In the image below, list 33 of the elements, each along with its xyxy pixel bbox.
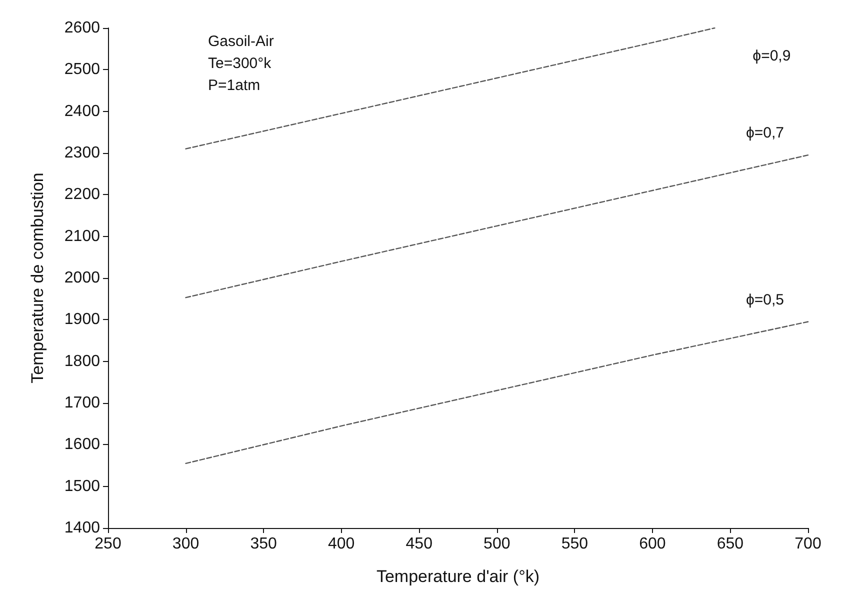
y-tick-label: 2600: [64, 20, 100, 36]
x-tick-label: 350: [250, 536, 277, 552]
y-tick-label: 1400: [64, 520, 100, 536]
text: ϕ=0,9: [752, 48, 791, 64]
y-tick-label: 2400: [64, 102, 100, 120]
x-tick-label: 400: [328, 536, 355, 552]
y-tick-label: 1800: [64, 352, 100, 370]
x-tick-label: 550: [561, 536, 588, 552]
y-tick-label: 1600: [64, 436, 100, 454]
x-tick-label: 500: [484, 536, 510, 552]
x-tick-label: 250: [94, 536, 122, 552]
x-tick-label: 600: [639, 536, 666, 552]
y-tick-label: 2100: [64, 228, 100, 245]
y-tick-label: 2300: [64, 144, 100, 162]
series-label: ϕ=0,7: [746, 124, 784, 142]
annotation: Te=300°k: [208, 55, 272, 72]
line-series: [185, 27, 716, 150]
x-tick-label: 450: [406, 536, 433, 552]
x-axis-title: Temperature d'air (°k): [376, 567, 540, 586]
y-tick-label: 1700: [64, 394, 100, 412]
y-tick-label: 2200: [64, 186, 100, 204]
x-tick-label: 650: [716, 536, 744, 552]
x-tick-label: 300: [172, 536, 200, 552]
annotation: Gasoil-Air: [208, 33, 274, 50]
line-series: [185, 321, 809, 464]
y-tick-label: 1500: [64, 478, 100, 495]
y-tick-label: 2000: [64, 270, 100, 286]
y-tick-label: 1900: [64, 311, 100, 328]
y-axis-title: Temperature de combustion: [28, 172, 47, 384]
y-tick-label: 2500: [64, 61, 100, 78]
series-label: ϕ=0,5: [746, 291, 784, 308]
x-tick-label: 700: [794, 536, 822, 552]
annotation: P=1atm: [208, 77, 260, 94]
